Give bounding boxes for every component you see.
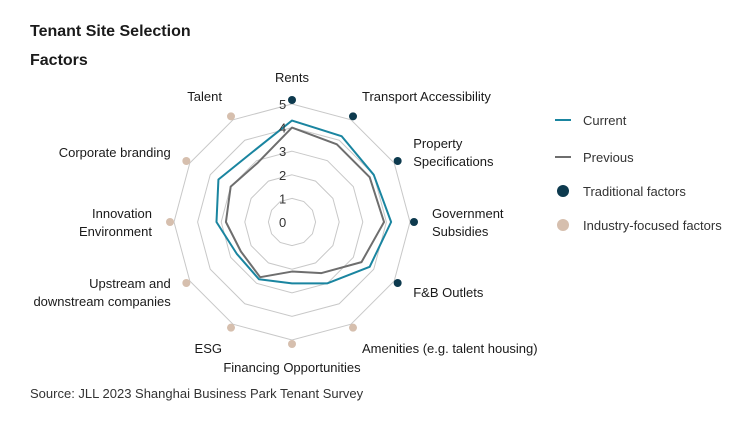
series-line-previous <box>224 126 386 279</box>
category-marker-2 <box>393 157 402 165</box>
source-note: Source: JLL 2023 Shanghai Business Park … <box>30 386 364 401</box>
series-line-current <box>215 119 393 285</box>
radial-tick-labels: 0 1 2 3 4 5 <box>279 97 286 230</box>
radar-grid <box>173 103 411 341</box>
tick-label-2: 2 <box>279 168 286 183</box>
grid-ring-1 <box>267 197 317 247</box>
grid-ring-2 <box>244 174 340 270</box>
radar-series <box>215 119 393 285</box>
category-marker-8 <box>182 279 191 287</box>
category-marker-3 <box>410 218 418 226</box>
legend-item-current[interactable]: Current <box>555 110 626 130</box>
legend-dot-industry <box>557 219 569 231</box>
legend-item-traditional[interactable]: Traditional factors <box>555 181 686 201</box>
tick-label-5: 5 <box>279 97 286 112</box>
category-marker-7 <box>227 323 235 332</box>
category-label-property-specifications: Property Specifications <box>413 136 494 169</box>
tick-label-4: 4 <box>279 121 286 136</box>
category-label-f-b-outlets: F&B Outlets <box>413 285 484 300</box>
legend-label-industry: Industry-focused factors <box>583 217 722 233</box>
category-label-talent: Talent <box>187 89 222 104</box>
category-marker-10 <box>182 157 191 165</box>
category-marker-5 <box>349 323 357 332</box>
legend-dot-traditional <box>557 185 569 197</box>
category-label-esg: ESG <box>195 341 222 356</box>
category-markers <box>166 96 418 348</box>
category-label-rents: Rents <box>275 70 309 85</box>
legend-swatch-previous <box>555 156 571 158</box>
category-label-amenities-e-g-talent-housing: Amenities (e.g. talent housing) <box>362 341 538 356</box>
tick-label-0: 0 <box>279 215 286 230</box>
legend-label-traditional: Traditional factors <box>583 183 686 199</box>
category-labels: Rents Transport Accessibility Property Spec… <box>33 70 537 375</box>
grid-ring-5 <box>173 103 411 341</box>
legend-swatch-current <box>555 119 571 121</box>
legend-label-previous: Previous <box>583 149 634 165</box>
category-marker-6 <box>288 340 296 348</box>
category-label-transport-accessibility: Transport Accessibility <box>362 89 491 104</box>
category-label-government-subsidies: Government Subsidies <box>432 206 504 239</box>
category-label-innovation-environment: Innovation Environment <box>79 206 152 239</box>
legend-label-current: Current <box>583 112 627 128</box>
tick-label-3: 3 <box>279 144 286 159</box>
chart-title-line2: Factors <box>30 52 88 69</box>
legend-item-previous[interactable]: Previous <box>555 147 634 167</box>
category-marker-11 <box>227 112 235 121</box>
category-marker-1 <box>349 112 357 121</box>
tick-label-1: 1 <box>279 191 286 206</box>
category-marker-9 <box>166 218 174 226</box>
chart-title-line1: Tenant Site Selection <box>30 23 191 40</box>
legend-item-industry[interactable]: Industry-focused factors <box>555 215 722 235</box>
category-label-upstream-and-downstream-companies: Upstream and downstream companies <box>33 276 171 309</box>
category-label-financing-opportunities: Financing Opportunities <box>223 360 361 375</box>
category-label-corporate-branding: Corporate branding <box>59 145 171 160</box>
category-marker-4 <box>393 279 402 287</box>
category-marker-0 <box>288 96 296 104</box>
